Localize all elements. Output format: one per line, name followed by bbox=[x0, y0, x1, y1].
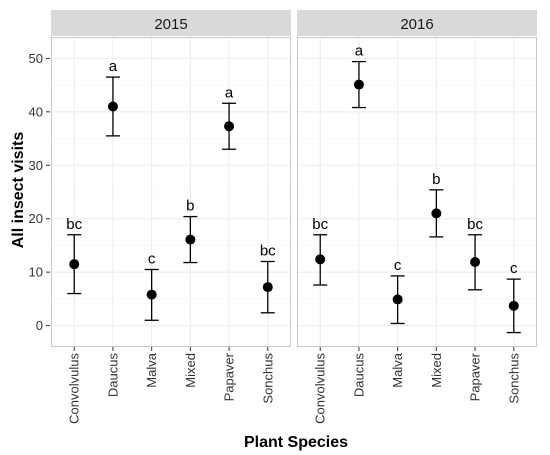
data-point bbox=[224, 121, 235, 132]
facet-strip bbox=[51, 10, 291, 36]
data-point bbox=[262, 282, 273, 293]
x-tick-label: Sonchus bbox=[260, 353, 275, 404]
x-tick-label: Papaver bbox=[222, 352, 237, 401]
data-point bbox=[508, 300, 519, 311]
data-point bbox=[353, 79, 364, 90]
group-letter: bc bbox=[312, 216, 328, 233]
data-point bbox=[470, 257, 481, 268]
y-tick-label: 40 bbox=[29, 104, 43, 119]
group-letter: bc bbox=[66, 216, 82, 233]
panel-border bbox=[51, 37, 291, 347]
y-tick-label: 20 bbox=[29, 211, 43, 226]
group-letter: c bbox=[510, 260, 518, 277]
x-tick-label: Daucus bbox=[105, 353, 120, 398]
panel-border bbox=[297, 37, 537, 347]
x-tick-label: Mixed bbox=[429, 353, 444, 388]
group-letter: a bbox=[225, 84, 234, 101]
x-tick-label: Daucus bbox=[351, 353, 366, 398]
group-letter: a bbox=[355, 43, 364, 60]
facet-strip-label: 2015 bbox=[154, 16, 187, 33]
data-point bbox=[392, 294, 403, 305]
data-point bbox=[69, 259, 80, 270]
group-letter: b bbox=[432, 171, 440, 188]
y-tick-label: 0 bbox=[36, 318, 43, 333]
panel-2015: 2015 Convolvulus Daucus Malva Mixed Papaver So… bbox=[51, 10, 291, 424]
x-tick-label: Mixed bbox=[183, 353, 198, 388]
y-tick-label: 30 bbox=[29, 158, 43, 173]
group-letter: bc bbox=[260, 242, 276, 259]
y-tick-label: 50 bbox=[29, 51, 43, 66]
facet-panels: 0 10 20 30 40 50 2015 Convolvulus Daucus Malva Mix… bbox=[29, 10, 537, 424]
group-letter: c bbox=[394, 257, 402, 274]
data-point bbox=[107, 101, 118, 112]
data-point bbox=[146, 289, 157, 300]
data-point bbox=[315, 254, 326, 265]
facet-strip bbox=[297, 10, 537, 36]
x-tick-label: Convolvulus bbox=[67, 353, 82, 424]
x-tick-label: Convolvulus bbox=[313, 353, 328, 424]
group-letter: c bbox=[148, 251, 156, 268]
data-point bbox=[431, 208, 442, 219]
data-point bbox=[185, 234, 196, 245]
facet-strip-label: 2016 bbox=[400, 16, 433, 33]
y-tick-label: 10 bbox=[29, 265, 43, 280]
x-tick-label: Sonchus bbox=[506, 353, 521, 404]
x-tick-label: Malva bbox=[390, 352, 405, 387]
x-axis-title: Plant Species bbox=[244, 434, 348, 451]
panel-2016: 2016 Convolvulus Daucus Malva Mixed Papaver So… bbox=[297, 10, 537, 424]
group-letter: bc bbox=[467, 216, 483, 233]
group-letter: a bbox=[109, 58, 118, 75]
x-tick-label: Malva bbox=[144, 352, 159, 387]
y-axis-title: All insect visits bbox=[10, 132, 27, 249]
group-letter: b bbox=[186, 198, 194, 215]
x-tick-label: Papaver bbox=[468, 352, 483, 401]
